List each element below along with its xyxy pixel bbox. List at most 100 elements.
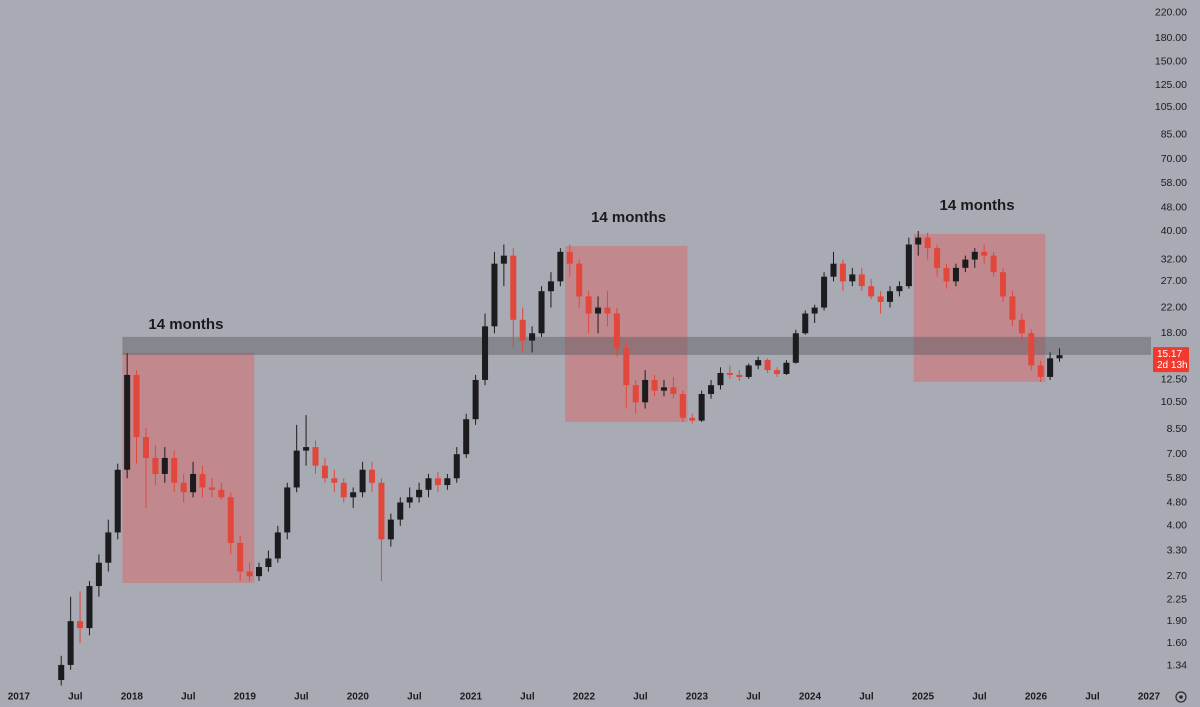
- candle-body: [990, 255, 997, 273]
- candle-body: [632, 385, 639, 403]
- x-tick-label: 2025: [912, 692, 935, 703]
- candle-body: [1037, 365, 1044, 377]
- candle-body: [971, 251, 978, 260]
- candle-body: [679, 394, 686, 418]
- candle-body: [886, 291, 894, 302]
- candle-body: [350, 492, 357, 498]
- candle-body: [708, 385, 715, 395]
- candle-body: [359, 469, 366, 493]
- settings-circle: [1175, 691, 1187, 703]
- candle-body: [783, 362, 790, 374]
- candle-body: [839, 263, 846, 282]
- y-tick-label: 32.00: [1161, 253, 1187, 265]
- y-tick-label: 22.00: [1161, 301, 1187, 313]
- candle-body: [557, 251, 564, 282]
- y-tick-label: 10.50: [1161, 396, 1187, 408]
- x-tick-label: 2023: [686, 692, 709, 703]
- x-tick-label: Jul: [1085, 692, 1100, 703]
- candle-body: [303, 447, 310, 451]
- candle-body: [1000, 272, 1007, 297]
- x-tick-label: Jul: [633, 692, 648, 703]
- candle-body: [566, 251, 573, 264]
- x-tick-label: 2018: [121, 692, 144, 703]
- y-tick-label: 7.00: [1167, 448, 1188, 460]
- candle-body: [434, 478, 441, 486]
- candle-body: [463, 419, 470, 455]
- y-tick-label: 40.00: [1161, 225, 1187, 237]
- x-tick-label: 2019: [234, 692, 257, 703]
- candle-body: [529, 333, 536, 341]
- candle-body: [858, 274, 865, 287]
- y-tick-label: 18.00: [1161, 327, 1187, 339]
- x-tick-label: 2024: [799, 692, 822, 703]
- price-tag-countdown: 2d 13h: [1157, 360, 1188, 371]
- x-tick-label: Jul: [859, 692, 874, 703]
- candle-body: [915, 237, 922, 245]
- candle-body: [811, 307, 818, 314]
- candle-body: [613, 313, 620, 349]
- candle-body: [208, 487, 215, 490]
- y-tick-label: 2.70: [1167, 570, 1188, 582]
- candle-body: [717, 372, 724, 386]
- candle-body: [1028, 333, 1035, 366]
- x-tick-label: 2021: [460, 692, 483, 703]
- x-tick-label: Jul: [746, 692, 761, 703]
- candle-body: [378, 482, 385, 540]
- candle-body: [595, 307, 602, 314]
- range-box: [122, 352, 255, 583]
- candle-body: [114, 469, 121, 533]
- candle-body: [58, 664, 65, 681]
- y-tick-label: 27.00: [1161, 275, 1187, 287]
- y-tick-label: 58.00: [1161, 177, 1187, 189]
- candle-body: [472, 379, 479, 420]
- candle-body: [773, 370, 781, 374]
- y-tick-label: 70.00: [1161, 153, 1187, 165]
- candle-body: [651, 379, 658, 391]
- candle-body: [868, 286, 875, 297]
- y-tick-label: 1.90: [1167, 615, 1188, 627]
- x-tick-label: Jul: [972, 692, 987, 703]
- candle-body: [312, 447, 319, 466]
- annotation-label: 14 months: [940, 197, 1015, 214]
- candle-body: [444, 478, 451, 486]
- candle-body: [67, 621, 74, 665]
- candle-body: [218, 489, 225, 498]
- candle-body: [943, 267, 950, 282]
- candle-body: [755, 360, 762, 366]
- candle-body: [105, 532, 112, 563]
- candle-body: [482, 326, 489, 380]
- candle-body: [86, 586, 93, 629]
- candle-body: [877, 296, 884, 302]
- candle-body: [340, 482, 347, 498]
- candle-body: [190, 473, 197, 493]
- candle-body: [500, 255, 507, 264]
- candle-body: [387, 519, 394, 540]
- candle-body: [821, 276, 828, 308]
- candle-body: [180, 482, 187, 493]
- settings-icon[interactable]: [1175, 691, 1187, 703]
- range-box: [913, 233, 1046, 382]
- candle-body: [246, 571, 253, 577]
- x-tick-label: 2022: [573, 692, 596, 703]
- candle-body: [77, 621, 84, 629]
- candle-body: [142, 437, 149, 458]
- price-tag: [1153, 347, 1189, 373]
- x-tick-label: 2026: [1025, 692, 1048, 703]
- candle-body: [227, 497, 234, 543]
- candle-body: [1047, 358, 1054, 377]
- y-tick-label: 3.30: [1167, 544, 1188, 556]
- x-tick-label: Jul: [68, 692, 83, 703]
- candle-body: [133, 374, 140, 438]
- y-tick-label: 5.80: [1167, 472, 1188, 484]
- candle-body: [1009, 296, 1016, 320]
- candle-body: [416, 489, 423, 498]
- y-tick-label: 8.50: [1167, 423, 1188, 435]
- candle-body: [368, 469, 376, 483]
- candle-body: [896, 286, 903, 292]
- candle-body: [171, 457, 178, 483]
- y-tick-label: 220.00: [1155, 7, 1187, 19]
- y-tick-label: 1.34: [1167, 660, 1188, 672]
- price-tag-value: 15.17: [1157, 349, 1182, 360]
- candle-body: [265, 558, 272, 568]
